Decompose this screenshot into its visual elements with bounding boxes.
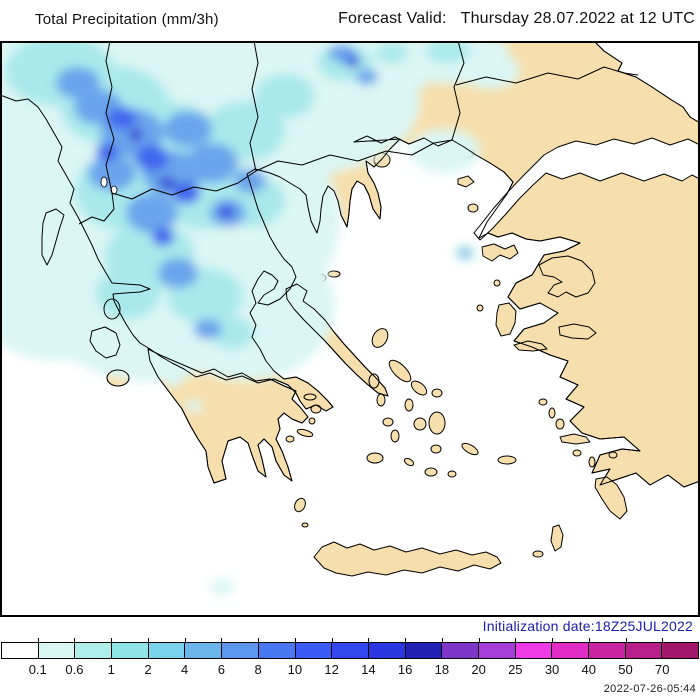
scale-tick-mark (258, 638, 260, 642)
country-borders (78, 41, 639, 225)
initialization-date: Initialization date:18Z25JUL2022 (482, 618, 693, 634)
precipitation-layer (0, 41, 520, 595)
scale-tick-mark (331, 638, 333, 642)
scale-band-4 (148, 643, 186, 658)
scale-band-9 (332, 643, 369, 658)
border-greece-north-macedonia (111, 170, 257, 200)
creation-timestamp: 2022-07-26-05:44 (603, 683, 696, 695)
scale-tick-mark (184, 638, 186, 642)
scale-tick-label-30: 30 (544, 662, 560, 677)
scale-tick-mark (478, 638, 480, 642)
scale-tick-mark (625, 638, 627, 642)
scale-tick-label-12: 12 (324, 662, 339, 677)
sea-of-marmara (473, 137, 700, 241)
scale-tick-mark (74, 638, 76, 642)
scale-band-1 (38, 643, 76, 658)
scale-band-18 (662, 643, 699, 658)
scale-tick-mark (662, 638, 664, 642)
scale-band-17 (625, 643, 663, 658)
scale-tick-label-16: 16 (397, 662, 413, 677)
scale-band-14 (515, 643, 553, 658)
scale-tick-label-6: 6 (217, 662, 226, 677)
color-scale-labels: 0.1 0.6 1 2 4 6 8 10 12 14 16 18 20 25 30 40 50 70 (1, 662, 699, 678)
forecast-valid-datetime: Thursday 28.07.2022 at 12 UTC (460, 10, 695, 27)
scale-tick-mark (552, 638, 554, 642)
scale-tick-mark (515, 638, 517, 642)
product-title: Total Precipitation (mm/3h) (35, 11, 219, 28)
scale-band-11 (405, 643, 443, 658)
forecast-valid-label: Forecast Valid: (338, 10, 447, 27)
scale-tick-label-50: 50 (618, 662, 633, 677)
scale-tick-label-20: 20 (471, 662, 486, 677)
scale-tick-label-18: 18 (434, 662, 450, 677)
scale-tick-label-0.1: 0.1 (28, 662, 47, 677)
scale-tick-label-25: 25 (508, 662, 523, 677)
scale-band-16 (589, 643, 626, 658)
forecast-valid-line: Forecast Valid: Thursday 28.07.2022 at 12… (338, 10, 695, 28)
scale-tick-mark (147, 638, 149, 642)
map-border (0, 41, 700, 617)
scale-tick-mark (294, 638, 296, 642)
scale-tick-mark (405, 638, 407, 642)
scale-band-0 (2, 643, 39, 658)
map-area (0, 41, 700, 617)
lakes (100, 176, 118, 195)
scale-tick-label-10: 10 (287, 662, 303, 677)
scale-tick-mark (368, 638, 370, 642)
border-north-macedonia-bulgaria (249, 41, 259, 172)
scale-band-12 (442, 643, 479, 658)
scale-tick-label-14: 14 (361, 662, 376, 677)
scale-band-7 (258, 643, 296, 658)
scale-tick-label-70: 70 (655, 662, 670, 677)
scale-band-3 (112, 643, 149, 658)
scale-tick-mark (588, 638, 590, 642)
scale-tick-label-1: 1 (107, 662, 115, 677)
scale-band-8 (295, 643, 333, 658)
color-scale-ticks (1, 638, 699, 642)
scale-band-10 (368, 643, 406, 658)
scale-tick-label-40: 40 (581, 662, 597, 677)
scale-tick-label-4: 4 (181, 662, 189, 677)
border-greece-turkey (451, 41, 465, 141)
border-bulgaria-turkey (455, 66, 639, 86)
scale-tick-mark (37, 638, 39, 642)
scale-tick-mark (111, 638, 113, 642)
greece-precipitation-map (0, 41, 700, 617)
scale-tick-label-0.6: 0.6 (65, 662, 84, 677)
scale-band-13 (478, 643, 516, 658)
scale-tick-label-2: 2 (144, 662, 152, 677)
scale-tick-mark (441, 638, 443, 642)
scale-tick-mark (221, 638, 223, 642)
scale-band-2 (75, 643, 113, 658)
scale-tick-label-8: 8 (254, 662, 262, 677)
border-albania-greece (78, 192, 115, 225)
scale-band-15 (552, 643, 589, 658)
color-scale-bar (1, 642, 699, 659)
border-greece-bulgaria (255, 139, 453, 172)
scale-band-6 (222, 643, 259, 658)
scale-band-5 (185, 643, 223, 658)
border-albania-north-macedonia (105, 41, 115, 194)
